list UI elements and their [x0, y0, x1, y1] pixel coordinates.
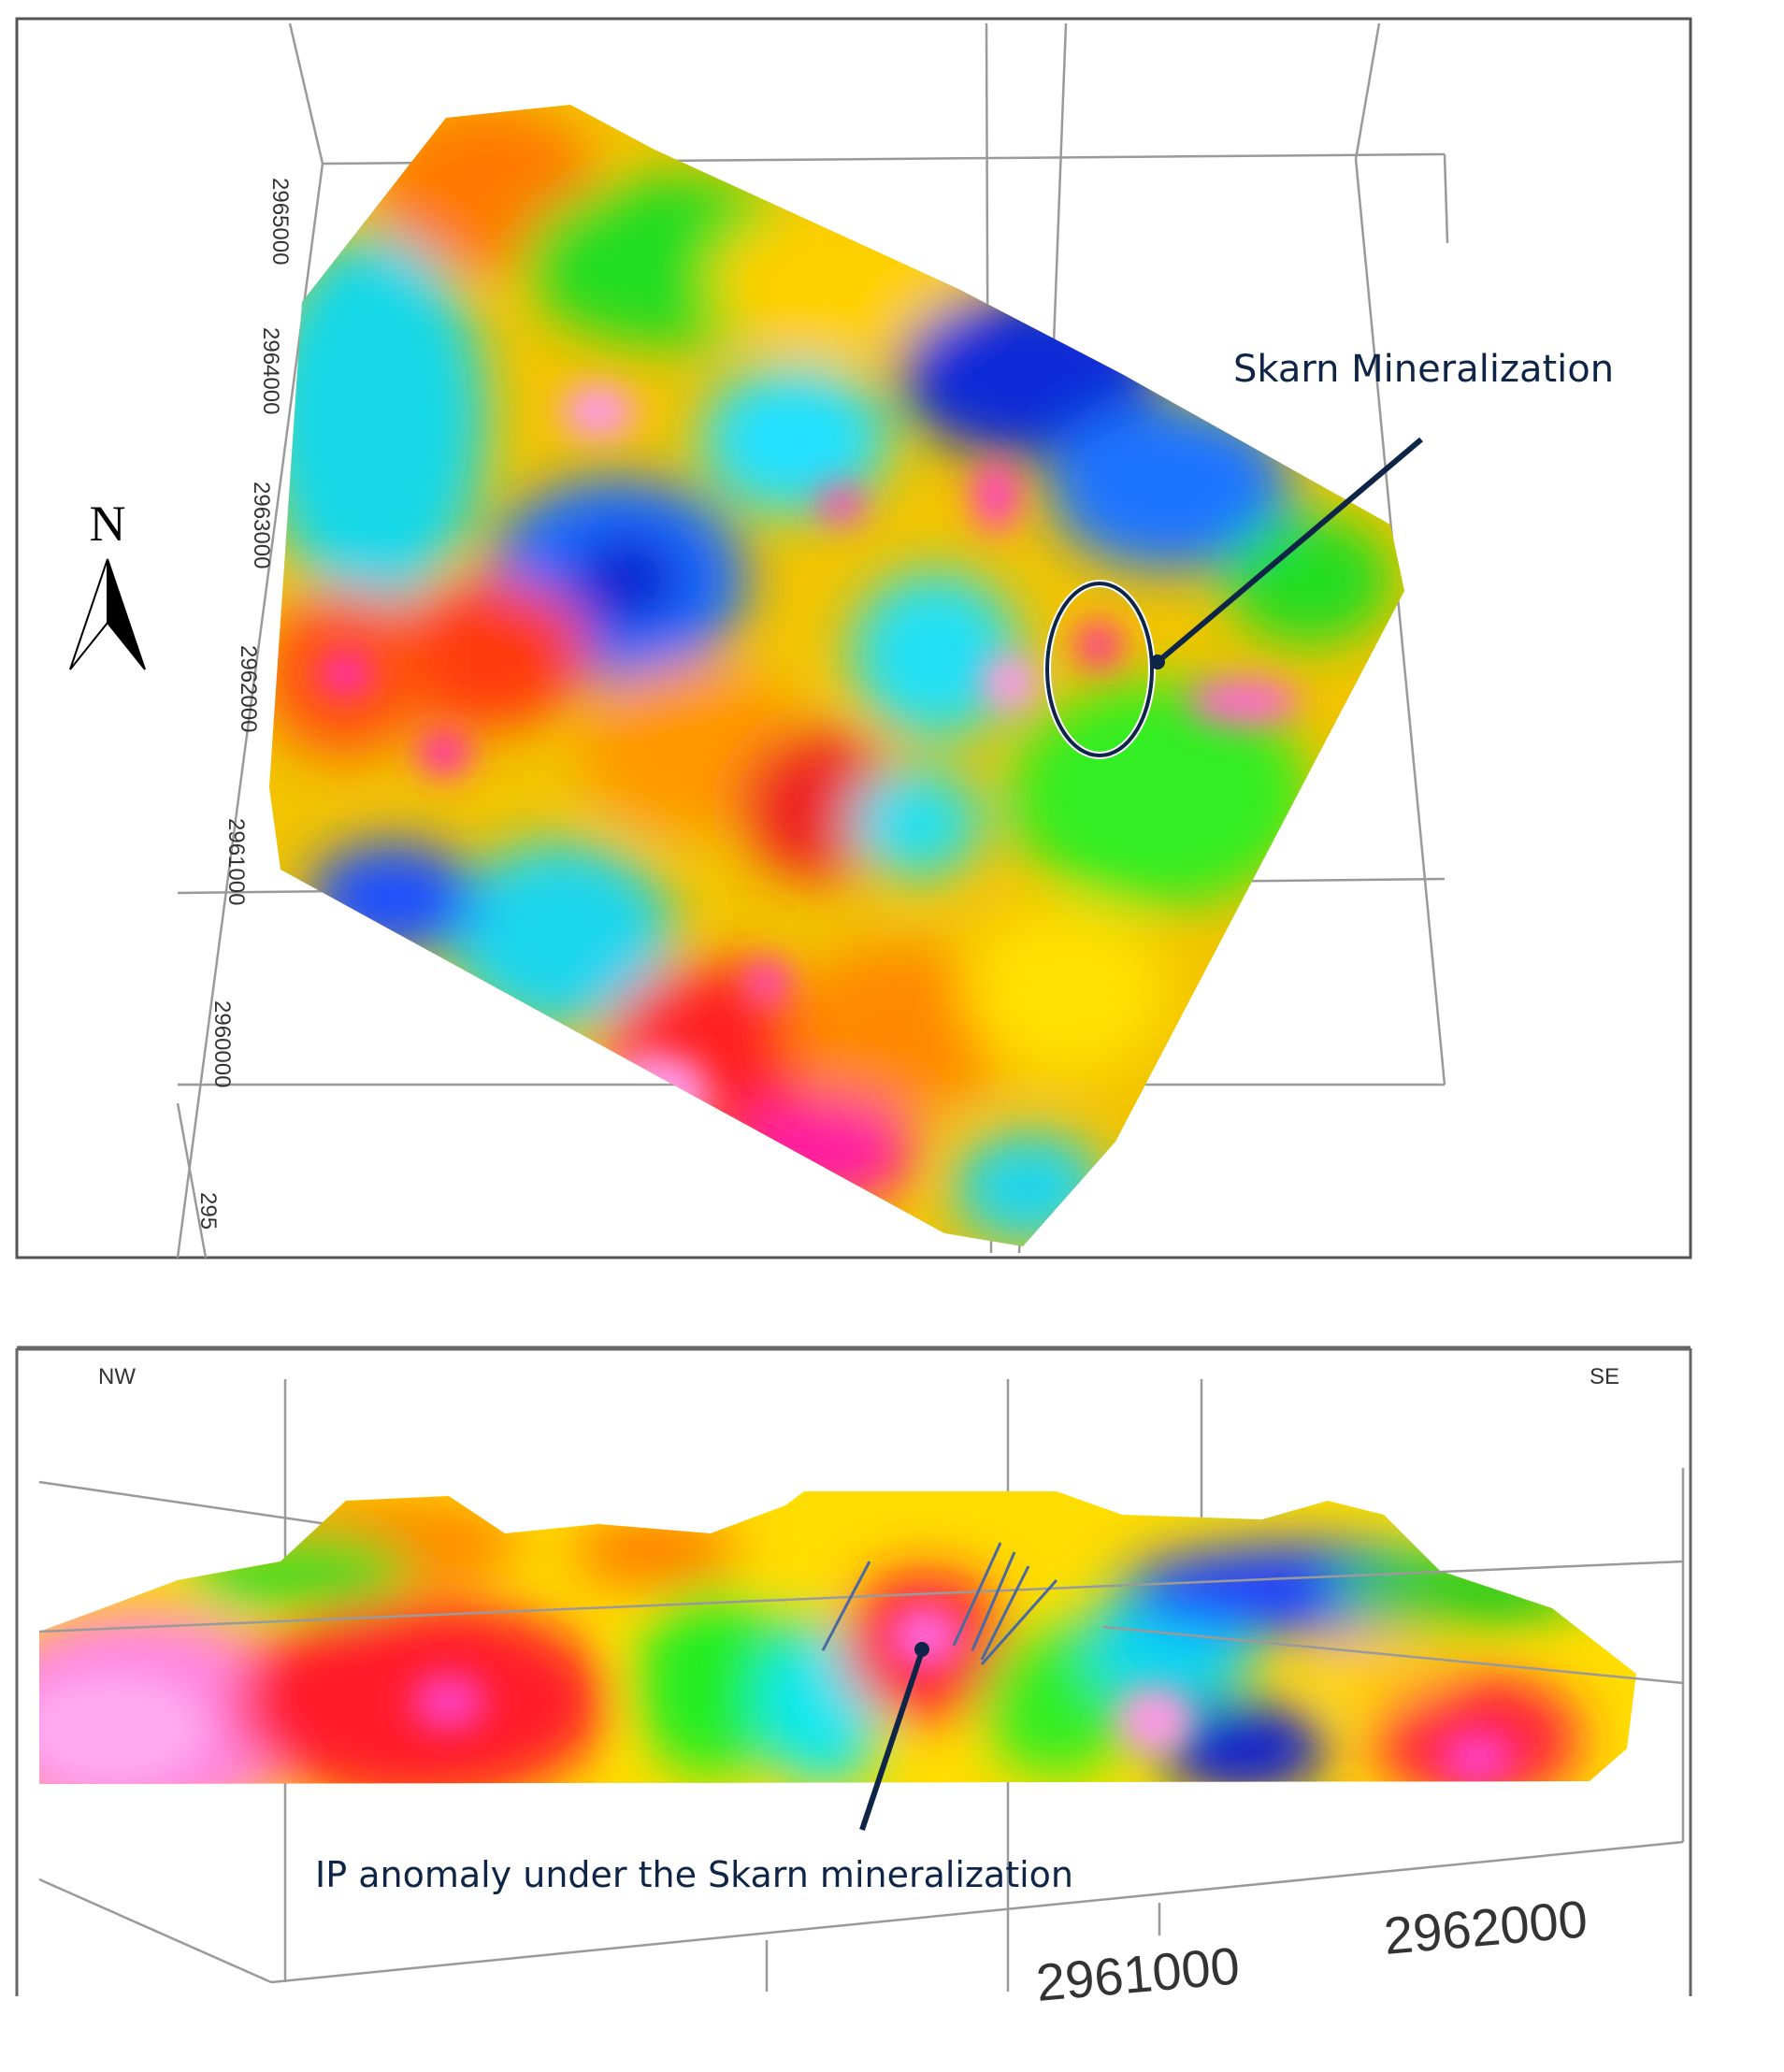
tick-label: 2961000 [223, 818, 249, 905]
skarn-callout: Skarn Mineralization [1043, 348, 1614, 759]
skarn-label: Skarn Mineralization [1233, 348, 1614, 391]
se-label: SE [1590, 1364, 1619, 1389]
north-label: N [90, 496, 126, 552]
tick-label: 295 [195, 1192, 221, 1230]
tick-label: 2960000 [209, 1000, 235, 1087]
tick-label: 2962000 [236, 645, 261, 732]
plan-view-panel: 2965000 2964000 2963000 2962000 2961000 … [15, 17, 1692, 1259]
callout-line [1156, 437, 1423, 665]
section-view-panel: NW SE [15, 1345, 1692, 2012]
skarn-ellipse [1045, 582, 1154, 757]
northing-ticks: 2965000 2964000 2963000 2962000 2961000 … [195, 178, 293, 1230]
north-arrow: N [69, 496, 146, 670]
nw-label: NW [98, 1364, 136, 1389]
ip-anomaly-label: IP anomaly under the Skarn mineralizatio… [315, 1854, 1073, 1895]
tick-label: 2965000 [267, 178, 293, 265]
tick-label: 2961000 [1034, 1935, 1243, 2012]
callout-line [859, 1650, 925, 1831]
chargeability-section [39, 1491, 1636, 1784]
north-arrow-icon [69, 558, 146, 670]
tick-label: 2962000 [1382, 1889, 1590, 1965]
ip-anomaly-callout: IP anomaly under the Skarn mineralizatio… [315, 1642, 1073, 1895]
drillholes [821, 1542, 1058, 1665]
tick-label: 2963000 [249, 482, 274, 568]
tick-label: 2964000 [258, 327, 283, 414]
